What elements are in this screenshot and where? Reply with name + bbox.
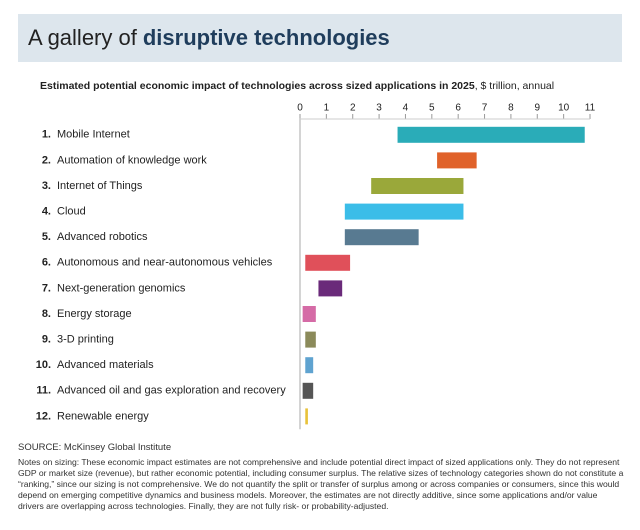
category-label: Renewable energy: [57, 410, 149, 422]
chart-title: Estimated potential economic impact of t…: [40, 80, 554, 92]
x-tick-label: 11: [585, 103, 596, 114]
range-bar: [302, 306, 316, 322]
range-bar: [437, 152, 477, 169]
range-bar: [344, 229, 419, 246]
x-tick-label: 4: [403, 103, 409, 114]
x-tick-label: 6: [455, 103, 461, 114]
category-label: Energy storage: [57, 308, 132, 320]
rank-label: 6.: [42, 257, 51, 269]
x-tick-label: 5: [429, 103, 435, 114]
page-title: A gallery of disruptive technologies: [28, 25, 390, 50]
category-label: Advanced oil and gas exploration and rec…: [57, 385, 286, 397]
chart-subtitle: , $ trillion, annual: [475, 80, 554, 92]
category-label: Internet of Things: [57, 180, 143, 192]
x-tick-label: 7: [482, 103, 488, 114]
header-band: [18, 14, 622, 62]
rank-label: 1.: [42, 129, 51, 141]
source: SOURCE: McKinsey Global Institute: [18, 442, 172, 453]
x-tick-label: 0: [297, 103, 303, 114]
category-label: Advanced materials: [57, 359, 154, 371]
range-bar: [397, 126, 585, 143]
x-tick-label: 8: [508, 103, 514, 114]
rank-label: 12.: [36, 410, 51, 422]
rank-label: 5.: [42, 231, 51, 243]
range-bar: [305, 357, 314, 374]
category-label: Next-generation genomics: [57, 282, 186, 294]
rank-label: 2.: [42, 154, 51, 166]
title-text: A gallery of: [28, 25, 138, 50]
notes: Notes on sizing: These economic impact e…: [18, 457, 624, 511]
rank-label: 7.: [42, 282, 51, 294]
rank-label: 10.: [36, 359, 51, 371]
rank-label: 11.: [36, 385, 51, 397]
rank-label: 4.: [42, 206, 51, 218]
rank-label: 8.: [42, 308, 51, 320]
range-bar: [344, 203, 464, 220]
category-label: Automation of knowledge work: [57, 154, 207, 166]
range-bar: [305, 408, 308, 425]
range-bar: [318, 280, 343, 297]
category-label: Cloud: [57, 206, 86, 218]
x-tick-label: 1: [324, 103, 330, 114]
range-bar: [305, 254, 351, 271]
category-label: Autonomous and near-autonomous vehicles: [57, 257, 273, 269]
range-bar: [302, 382, 314, 399]
rank-label: 3.: [42, 180, 51, 192]
x-tick-label: 10: [558, 103, 570, 114]
category-label: Advanced robotics: [57, 231, 148, 243]
range-bar: [305, 331, 316, 348]
rank-label: 9.: [42, 334, 51, 346]
x-tick-label: 9: [534, 103, 540, 114]
range-bar: [371, 178, 464, 194]
x-tick-label: 3: [376, 103, 382, 114]
category-label: Mobile Internet: [57, 129, 130, 141]
title-emphasis: disruptive technologies: [143, 25, 390, 50]
chart-title-text: Estimated potential economic impact of t…: [40, 80, 475, 92]
category-label: 3-D printing: [57, 334, 114, 346]
x-tick-label: 2: [350, 103, 356, 114]
